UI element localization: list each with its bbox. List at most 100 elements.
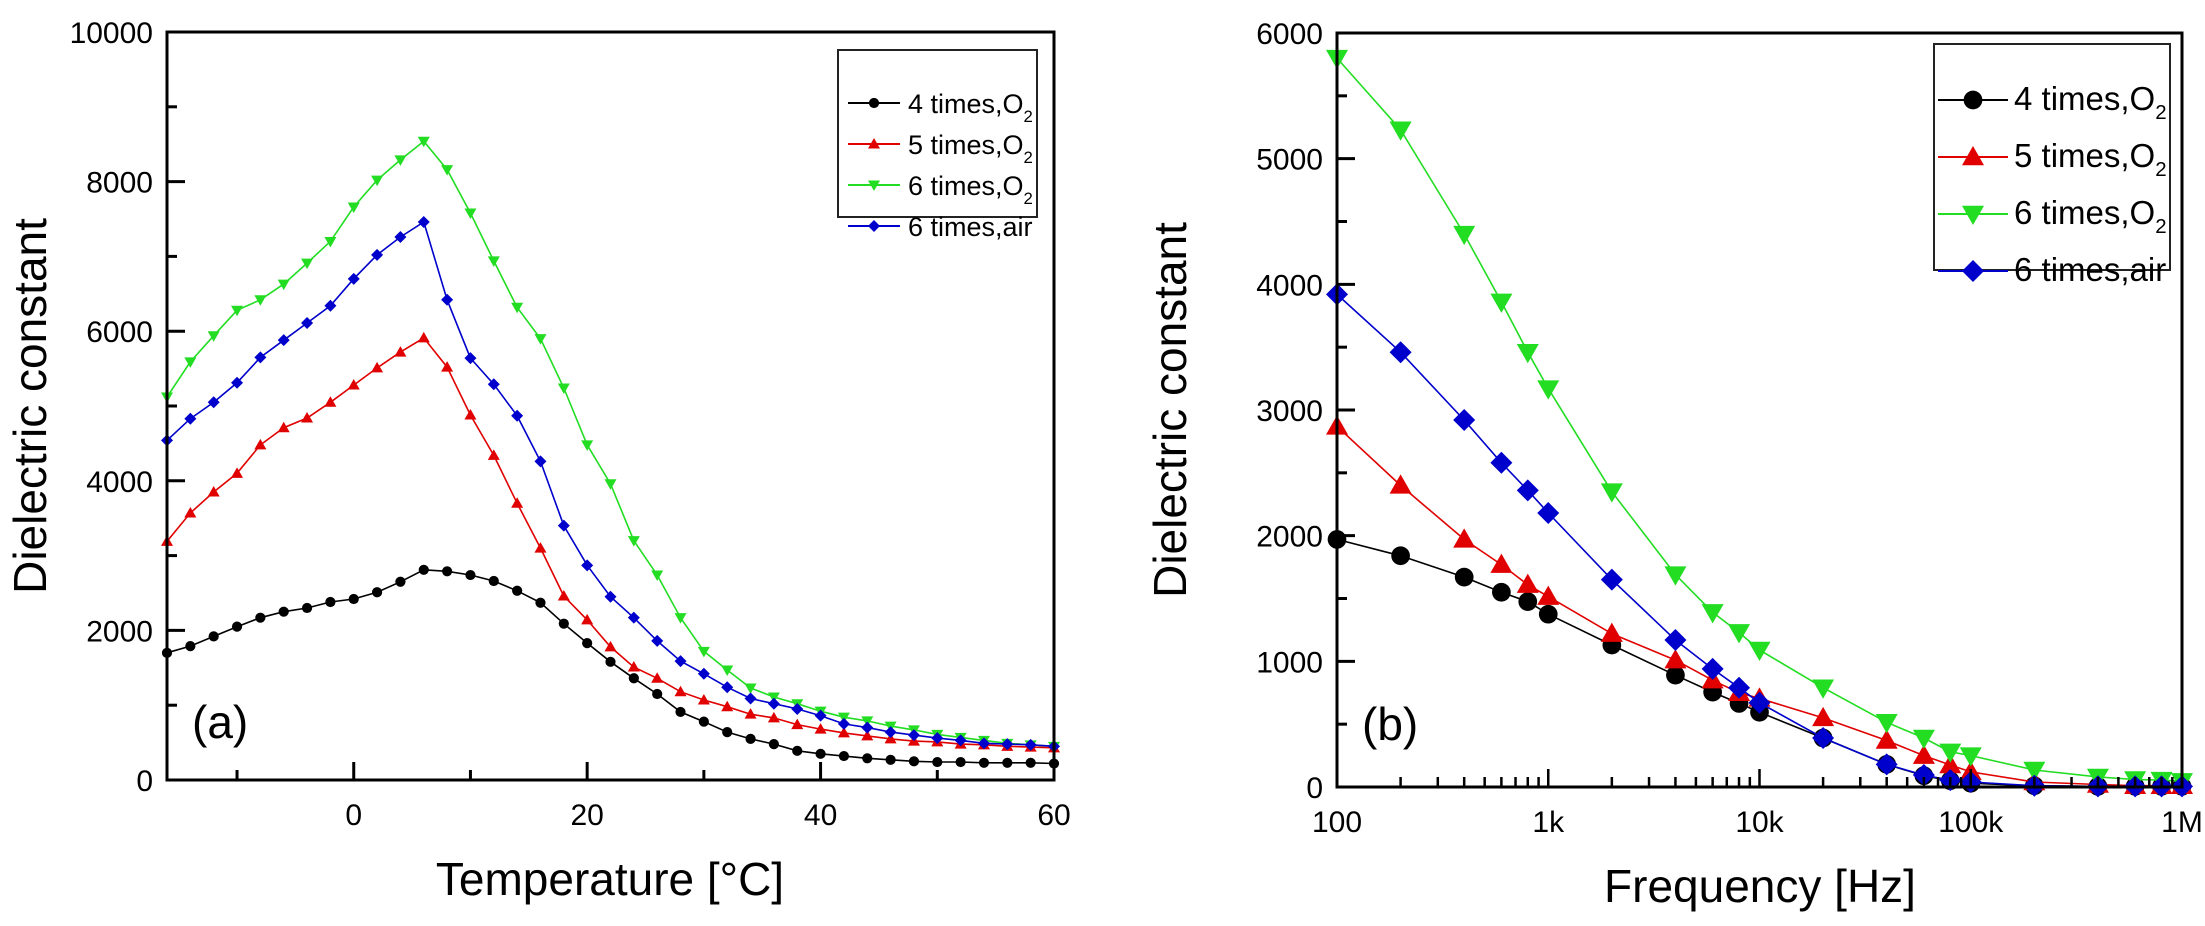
- data-point: [627, 661, 640, 672]
- data-point: [324, 396, 337, 407]
- data-point: [721, 681, 734, 694]
- data-point: [767, 711, 780, 723]
- panel-b-y-axis-title: Dielectric constant: [1144, 222, 1196, 598]
- data-point: [1701, 604, 1724, 624]
- x-tick-label: 0: [345, 799, 362, 832]
- x-tick-label: 1k: [1532, 806, 1565, 839]
- data-point: [1537, 380, 1560, 400]
- data-point: [674, 685, 687, 697]
- data-point: [207, 396, 220, 409]
- data-point: [464, 352, 477, 365]
- data-point: [721, 665, 734, 677]
- data-point: [955, 756, 966, 768]
- legend-marker-icon: [1963, 90, 1983, 110]
- data-point: [1600, 568, 1623, 591]
- data-point: [231, 621, 243, 632]
- data-point: [1490, 553, 1513, 573]
- y-tick-label: 6000: [86, 316, 153, 349]
- legend-marker-icon: [868, 138, 880, 149]
- data-point: [767, 697, 780, 710]
- data-point: [861, 721, 874, 734]
- data-point: [231, 467, 244, 478]
- data-point: [697, 667, 710, 680]
- data-point: [977, 737, 990, 750]
- data-point: [837, 726, 850, 738]
- data-point: [1875, 714, 1898, 734]
- data-point: [1025, 757, 1036, 768]
- data-point: [837, 717, 850, 730]
- legend-item: 4 times,O2: [1938, 80, 2167, 124]
- data-point: [675, 706, 686, 718]
- series-6-times-air: [161, 215, 1060, 753]
- x-tick-label: 60: [1037, 799, 1070, 832]
- data-point: [394, 155, 407, 166]
- data-point: [815, 748, 826, 759]
- data-point: [1538, 604, 1558, 624]
- data-point: [2023, 761, 2046, 782]
- data-point: [418, 564, 429, 575]
- data-point: [1664, 628, 1687, 651]
- data-point: [534, 334, 547, 345]
- data-point: [417, 215, 430, 228]
- series-4-times-o2: [161, 564, 1060, 769]
- y-tick-label: 5000: [1256, 144, 1323, 177]
- legend-label-subscript: 2: [2155, 215, 2166, 238]
- data-point: [557, 589, 570, 601]
- data-point: [1453, 409, 1476, 432]
- data-point: [324, 236, 337, 248]
- data-point: [1701, 657, 1724, 680]
- data-point: [1391, 546, 1410, 566]
- legend-label-main: 4 times,O: [2014, 80, 2155, 117]
- y-tick-label: 6000: [1256, 18, 1323, 51]
- data-point: [1024, 738, 1037, 751]
- series-4-times-o2: [1327, 530, 2192, 796]
- data-point: [487, 449, 500, 460]
- data-point: [277, 279, 290, 291]
- data-point: [1748, 691, 1771, 714]
- data-point: [674, 613, 687, 624]
- legend-marker-icon: [868, 97, 880, 109]
- legend-marker-icon: [868, 180, 880, 191]
- data-point: [814, 709, 827, 722]
- data-point: [371, 248, 384, 261]
- data-point: [1453, 528, 1476, 548]
- legend-label: 5 times,O2: [2014, 137, 2167, 181]
- data-point: [535, 597, 546, 608]
- legend-label-subscript: 2: [2155, 158, 2166, 181]
- data-point: [862, 753, 873, 764]
- data-point: [581, 440, 594, 451]
- data-point: [954, 734, 967, 747]
- data-point: [394, 346, 407, 357]
- data-point: [581, 559, 594, 572]
- data-point: [254, 351, 267, 364]
- data-point: [394, 230, 407, 243]
- y-tick-label: 10000: [70, 17, 153, 50]
- legend-label-subscript: 2: [1024, 189, 1033, 208]
- data-point: [838, 750, 850, 762]
- data-point: [1812, 726, 1835, 749]
- panel-a-legend: 4 times,O25 times,O26 times,O26 times,ai…: [837, 49, 1038, 242]
- data-point: [627, 611, 640, 624]
- data-point: [534, 542, 547, 553]
- data-point: [1516, 343, 1539, 364]
- data-point: [1389, 121, 1412, 141]
- data-point: [627, 536, 640, 547]
- y-tick-label: 0: [1306, 772, 1323, 805]
- data-point: [1516, 479, 1539, 502]
- data-point: [441, 293, 454, 306]
- data-point: [301, 602, 313, 614]
- data-point: [581, 613, 594, 625]
- data-point: [745, 733, 756, 744]
- data-point: [1728, 676, 1751, 699]
- data-point: [1664, 566, 1687, 586]
- data-point: [441, 361, 454, 372]
- data-point: [885, 754, 896, 765]
- legend-label-main: 5 times,O: [908, 130, 1024, 160]
- legend-marker-icon: [1962, 146, 1984, 166]
- data-point: [231, 305, 244, 317]
- data-point: [1454, 567, 1474, 587]
- data-point: [371, 587, 383, 598]
- data-point: [184, 412, 197, 425]
- legend-item: 5 times,O2: [848, 130, 1033, 167]
- panel-a-x-axis-title: Temperature [°C]: [436, 853, 784, 905]
